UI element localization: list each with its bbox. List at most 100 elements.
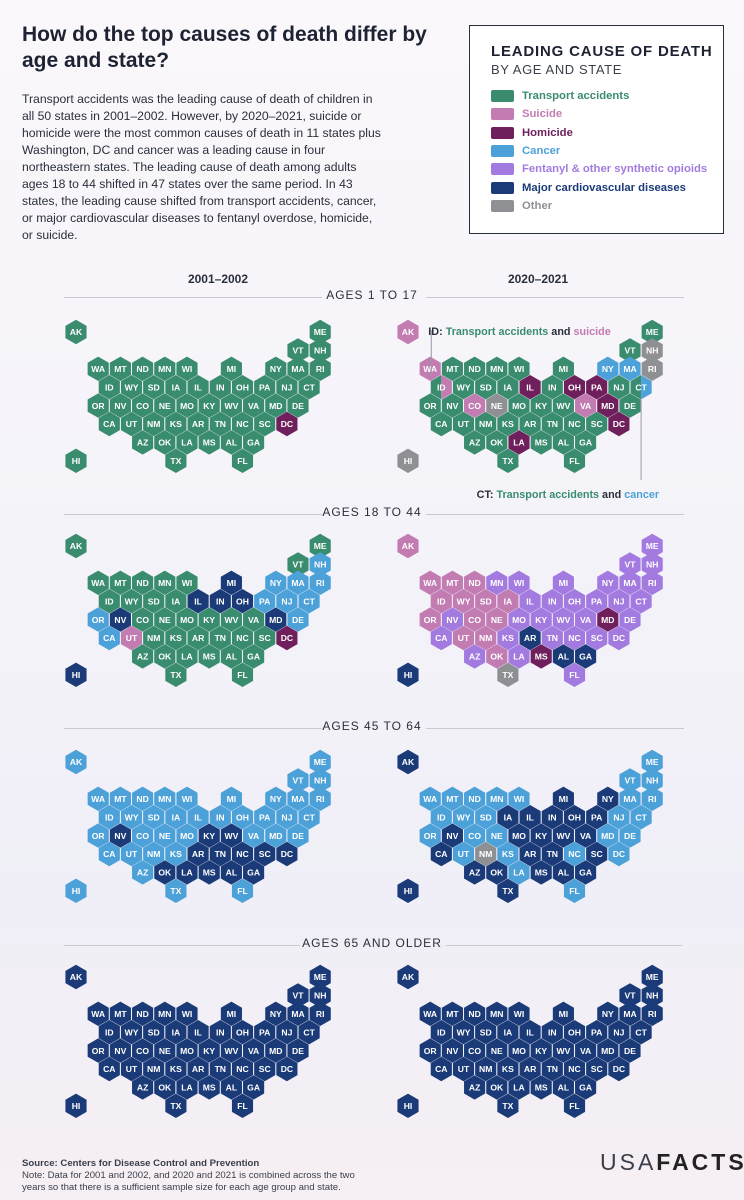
hex-shape — [619, 338, 641, 363]
state-tile-md: MD — [597, 1038, 619, 1063]
hex-shape — [608, 841, 630, 867]
state-tile-dc: DC — [276, 625, 298, 651]
hex-shape — [254, 841, 276, 867]
hex-shape — [220, 860, 242, 885]
hex-shape — [530, 607, 552, 632]
state-tile-ia: IA — [497, 1020, 519, 1045]
state-label: MN — [490, 794, 503, 804]
state-tile-wy: WY — [452, 589, 475, 614]
state-tile-wi: WI — [508, 1001, 530, 1026]
hex-shape — [231, 1056, 254, 1082]
state-tile-wi: WI — [508, 786, 530, 811]
state-tile-me: ME — [309, 749, 331, 775]
state-label: DE — [624, 615, 636, 625]
state-label: MO — [180, 401, 194, 411]
state-tile-la: LA — [508, 1075, 530, 1100]
state-label: LA — [181, 652, 192, 662]
hex-shape — [397, 1093, 419, 1118]
state-tile-tn: TN — [209, 625, 231, 651]
hex-shape — [65, 964, 87, 990]
state-tile-al: AL — [220, 430, 242, 455]
state-tile-vt: VT — [619, 983, 641, 1008]
state-tile-pa: PA — [586, 375, 608, 400]
state-label: NH — [646, 776, 658, 786]
hex-shape — [441, 607, 463, 632]
state-label: AL — [226, 868, 237, 878]
hex-shape — [575, 644, 597, 669]
hex-shape — [309, 983, 331, 1008]
state-label: IA — [172, 1027, 181, 1037]
hex-shape — [298, 1020, 320, 1045]
state-label: OR — [92, 615, 106, 625]
state-tile-mn: MN — [486, 356, 508, 381]
hex-shape — [309, 356, 331, 381]
hex-shape — [298, 589, 320, 614]
state-label: MI — [227, 578, 237, 588]
state-tile-al: AL — [220, 644, 242, 669]
state-label: FL — [237, 886, 248, 896]
state-tile-ut: UT — [452, 1056, 475, 1082]
state-label: OK — [158, 1083, 172, 1093]
hex-shape — [154, 860, 176, 885]
state-label: CT — [303, 1027, 315, 1037]
state-tile-pa: PA — [586, 805, 608, 830]
hex-shape — [65, 533, 87, 559]
state-tile-nj: NJ — [608, 805, 630, 830]
hex-shape — [552, 356, 574, 381]
state-tile-wv: WV — [552, 607, 574, 632]
state-label: SD — [480, 1027, 492, 1037]
hex-shape — [608, 589, 630, 614]
hex-shape — [430, 805, 452, 830]
state-tile-ia: IA — [165, 805, 187, 830]
state-label: VA — [248, 1046, 259, 1056]
hex-shape — [619, 983, 641, 1008]
hex-shape — [265, 356, 287, 381]
state-tile-ne: NE — [486, 607, 508, 632]
state-label: NC — [568, 419, 580, 429]
state-label: WA — [91, 364, 105, 374]
state-tile-nc: NC — [563, 1056, 586, 1082]
state-tile-sd: SD — [143, 1020, 165, 1045]
state-label: MS — [535, 652, 548, 662]
state-tile-oh: OH — [231, 375, 254, 400]
note-line-2: years so that there is a sufficient samp… — [22, 1182, 341, 1193]
hex-shape — [630, 589, 652, 614]
state-label: MA — [623, 1009, 636, 1019]
state-label: WI — [514, 794, 525, 804]
state-tile-ar: AR — [187, 841, 209, 867]
state-tile-ca: CA — [430, 625, 452, 651]
hex-shape — [65, 448, 87, 473]
hex-shape — [176, 356, 198, 381]
state-tile-sc: SC — [254, 625, 276, 651]
state-tile-ak: AK — [397, 533, 419, 559]
state-tile-ny: NY — [265, 1001, 287, 1026]
hex-shape — [287, 338, 309, 363]
state-label: OH — [568, 596, 581, 606]
hex-shape — [132, 1075, 154, 1100]
hex-shape — [641, 338, 663, 363]
hex-shape — [176, 1038, 198, 1063]
state-tile-sc: SC — [254, 841, 276, 867]
state-tile-ca: CA — [430, 1056, 452, 1082]
state-label: OR — [424, 831, 438, 841]
hex-shape — [563, 589, 586, 614]
hex-shape — [65, 319, 87, 345]
hex-shape — [530, 1038, 552, 1063]
state-label: MN — [490, 578, 503, 588]
state-tile-wi: WI — [508, 356, 530, 381]
state-label: OK — [158, 438, 172, 448]
state-label: IL — [526, 596, 534, 606]
hex-shape — [287, 552, 309, 577]
state-label: VT — [625, 776, 637, 786]
state-label: ND — [136, 794, 148, 804]
state-tile-wy: WY — [120, 589, 143, 614]
state-tile-pa: PA — [254, 589, 276, 614]
state-tile-dc: DC — [608, 411, 630, 437]
hex-shape — [619, 1038, 641, 1063]
state-tile-mi: MI — [552, 570, 574, 595]
state-label: NM — [147, 1064, 160, 1074]
hex-shape — [519, 841, 541, 867]
hex-shape — [309, 338, 331, 363]
state-tile-co: CO — [132, 393, 154, 418]
hex-shape — [120, 841, 143, 867]
